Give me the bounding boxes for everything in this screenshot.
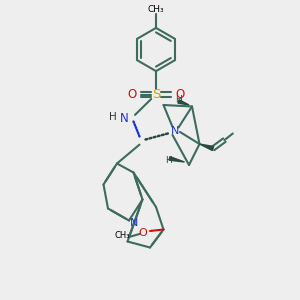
Text: H: H bbox=[165, 156, 171, 165]
Text: H: H bbox=[109, 112, 116, 122]
Text: CH₃: CH₃ bbox=[115, 231, 130, 240]
Text: N: N bbox=[119, 112, 128, 125]
Text: N: N bbox=[130, 218, 139, 229]
Text: N: N bbox=[171, 125, 180, 136]
Text: O: O bbox=[139, 227, 148, 238]
Text: O: O bbox=[176, 88, 184, 101]
Text: CH₃: CH₃ bbox=[148, 5, 164, 14]
Polygon shape bbox=[178, 100, 189, 105]
Text: S: S bbox=[152, 88, 160, 101]
Text: H: H bbox=[175, 94, 182, 103]
Text: O: O bbox=[128, 88, 136, 101]
Polygon shape bbox=[200, 144, 214, 151]
Polygon shape bbox=[169, 157, 184, 162]
